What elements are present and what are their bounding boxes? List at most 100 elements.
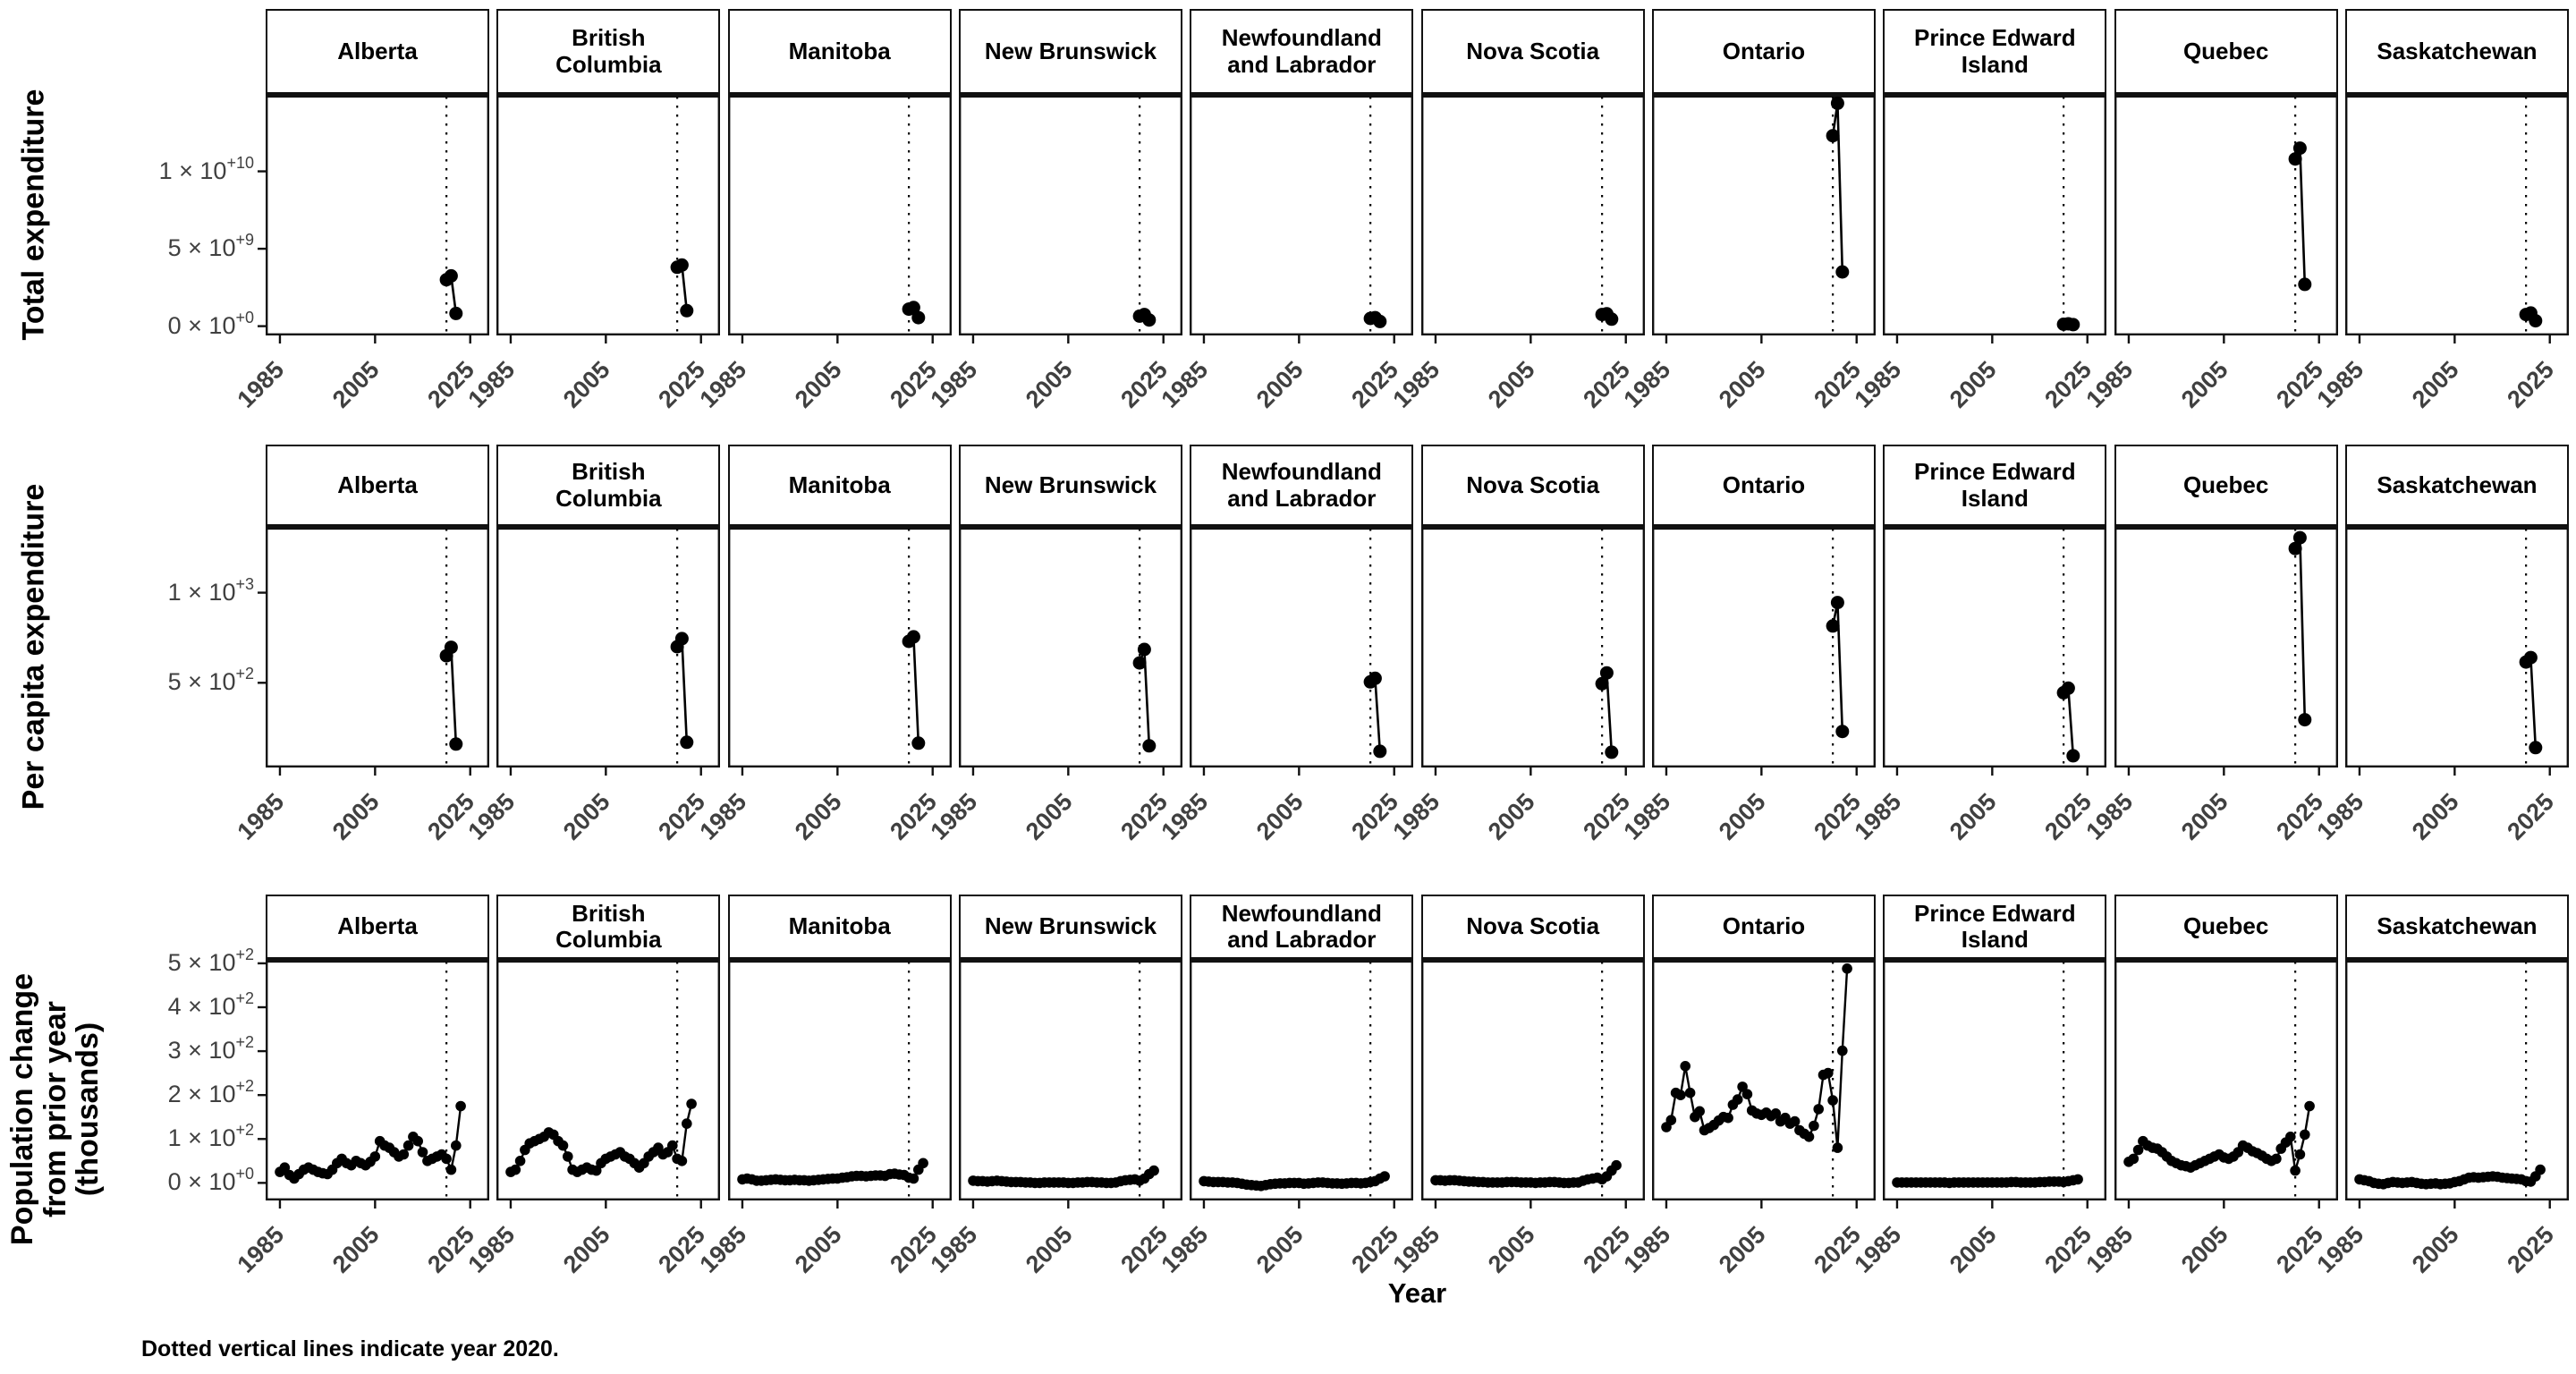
x-tick-label: 2005 [790, 788, 847, 845]
x-tick-label: 2005 [1021, 356, 1078, 413]
y-tick-label: 3 × 10+2 [167, 1033, 254, 1064]
facet-strip: Saskatchewan [2344, 9, 2569, 94]
facet-newfoundland-and-labrador: Newfoundland and Labrador 1985 2005 2025 [1157, 895, 1414, 1310]
x-tick-label: 2005 [2176, 788, 2233, 845]
x-tick-label: 2005 [558, 1221, 615, 1278]
x-tick-label: 2005 [1483, 356, 1540, 413]
x-tick-label: 2005 [1483, 788, 1540, 845]
x-tick-label: 2025 [1578, 356, 1635, 413]
y-tick-label: 5 × 10+2 [167, 665, 254, 696]
x-tick-label: 2025 [1347, 356, 1404, 413]
panel-plot: 1985 2005 2025 [694, 93, 952, 413]
x-tick-label: 2025 [422, 356, 479, 413]
facet-new-brunswick: New Brunswick 1985 2005 2025 [925, 9, 1182, 445]
panel-plot: 1985 2005 2025 [1850, 93, 2107, 413]
facet-strip: Alberta [266, 445, 489, 526]
panel-plot: 1985 2005 2025 [233, 93, 490, 413]
y-tick-label: 0 × 10+0 [167, 1165, 254, 1196]
x-tick-label: 2005 [327, 356, 385, 413]
x-axis-ticks: 1985 2005 2025 [694, 335, 942, 413]
facet-strip-label: Alberta [337, 471, 418, 498]
data-series [670, 632, 694, 750]
data-series [1363, 671, 1387, 759]
data-series [670, 258, 694, 318]
facet-saskatchewan: Saskatchewan 1985 2005 2025 [2311, 9, 2569, 445]
x-tick-label: 2005 [1945, 788, 2002, 845]
x-tick-label: 2025 [2502, 788, 2559, 845]
facet-strip: British Columbia [496, 445, 721, 526]
x-axis-ticks: 1985 2005 2025 [2080, 768, 2328, 845]
panel-plot: 1985 2005 2025 [1157, 93, 1414, 413]
x-axis-ticks: 1985 2005 2025 [233, 768, 479, 845]
data-series [1429, 1159, 1622, 1189]
facet-strip-label: Ontario [1722, 37, 1806, 64]
x-tick-label: 2025 [2502, 356, 2559, 413]
facet-strip-label: Ontario [1722, 912, 1806, 940]
x-axis-ticks: 1985 2005 2025 [925, 335, 1173, 413]
panel-plot: 1985 2005 2025 [2311, 93, 2569, 413]
facet-strip: British Columbia [496, 9, 721, 94]
facet-nova-scotia: Nova Scotia 1985 2005 2025 [1387, 895, 1645, 1310]
facet-strip-label: British [572, 24, 646, 52]
data-series [2056, 317, 2080, 332]
x-tick-label: 2025 [654, 788, 711, 845]
x-tick-label: 2025 [1115, 356, 1173, 413]
facet-ontario: Ontario 1985 2005 2025 [1618, 895, 1876, 1310]
x-axis-ticks: 1985 2005 2025 [694, 1200, 942, 1278]
x-tick-label: 2005 [327, 788, 385, 845]
x-tick-label: 2005 [1714, 788, 1771, 845]
facet-strip: Prince Edward Island [1883, 445, 2107, 526]
data-series [1132, 642, 1157, 753]
x-tick-label: 2005 [1251, 1221, 1309, 1278]
facet-nova-scotia: Nova Scotia 1985 2005 2025 [1387, 9, 1645, 445]
facet-strip-label: Prince Edward [1913, 899, 2076, 927]
x-axis-ticks: 1985 2005 2025 [1618, 335, 1866, 413]
facet-strip: Prince Edward Island [1883, 9, 2107, 94]
facet-strip: New Brunswick [958, 445, 1182, 526]
x-tick-label: 2005 [2407, 356, 2464, 413]
facet-newfoundland-and-labrador: Newfoundland and Labrador 1985 2005 2025 [1157, 445, 1414, 877]
data-series [1892, 1174, 2084, 1189]
data-series [2056, 681, 2080, 763]
facet-british-columbia: British Columbia 1985 2005 2025 [463, 895, 721, 1310]
facet-strip-label: Island [1961, 50, 2029, 78]
facet-prince-edward-island: Prince Edward Island 1985 2005 2025 [1850, 9, 2107, 445]
facet-quebec: Quebec 1985 2005 2025 [2080, 895, 2338, 1310]
x-tick-label: 2005 [558, 788, 615, 845]
x-axis-ticks: 1985 2005 2025 [1618, 1200, 1866, 1278]
x-tick-label: 2005 [1483, 1221, 1540, 1278]
panel-plot: 1985 2005 2025 [233, 525, 490, 845]
data-series [2354, 1164, 2546, 1190]
x-axis-ticks: 1985 2005 2025 [463, 335, 710, 413]
x-tick-label: 2005 [1251, 788, 1309, 845]
x-axis-ticks: 1985 2005 2025 [2311, 768, 2559, 845]
facet-strip: Nova Scotia [1420, 895, 1645, 959]
facet-quebec: Quebec 1985 2005 2025 [2080, 445, 2338, 877]
facet-strip-label: British [572, 458, 646, 486]
facet-strip-label: British [572, 899, 646, 927]
facet-strip-label: Quebec [2182, 912, 2269, 940]
x-tick-label: 2005 [2176, 1221, 2233, 1278]
x-axis-ticks: 1985 2005 2025 [463, 768, 710, 845]
data-series [1363, 310, 1387, 328]
row-axis-title-line: Total expenditure [16, 89, 51, 341]
data-series [1199, 1171, 1391, 1192]
x-tick-label: 2025 [654, 356, 711, 413]
y-tick-label: 5 × 10+2 [167, 945, 254, 976]
facet-strip-label: Nova Scotia [1466, 912, 1600, 940]
panel-plot: 1985 2005 2025 [1618, 525, 1876, 845]
facet-strip: Ontario [1651, 895, 1876, 959]
x-tick-label: 2005 [1945, 1221, 2002, 1278]
x-tick-label: 2005 [790, 1221, 847, 1278]
facet-strip: Saskatchewan [2344, 445, 2569, 526]
panel-plot: 1985 2005 2025 [694, 958, 952, 1278]
x-tick-label: 2025 [1347, 788, 1404, 845]
panel-plot: 1985 2005 2025 [1387, 93, 1645, 413]
x-tick-label: 2005 [1021, 1221, 1078, 1278]
x-tick-label: 2025 [1578, 788, 1635, 845]
data-series [1595, 666, 1618, 759]
x-axis-ticks: 1985 2005 2025 [1618, 768, 1866, 845]
x-tick-label: 1985 [233, 1221, 290, 1278]
facet-ontario: Ontario 1985 2005 2025 [1618, 9, 1876, 445]
x-tick-label: 2005 [2407, 788, 2464, 845]
